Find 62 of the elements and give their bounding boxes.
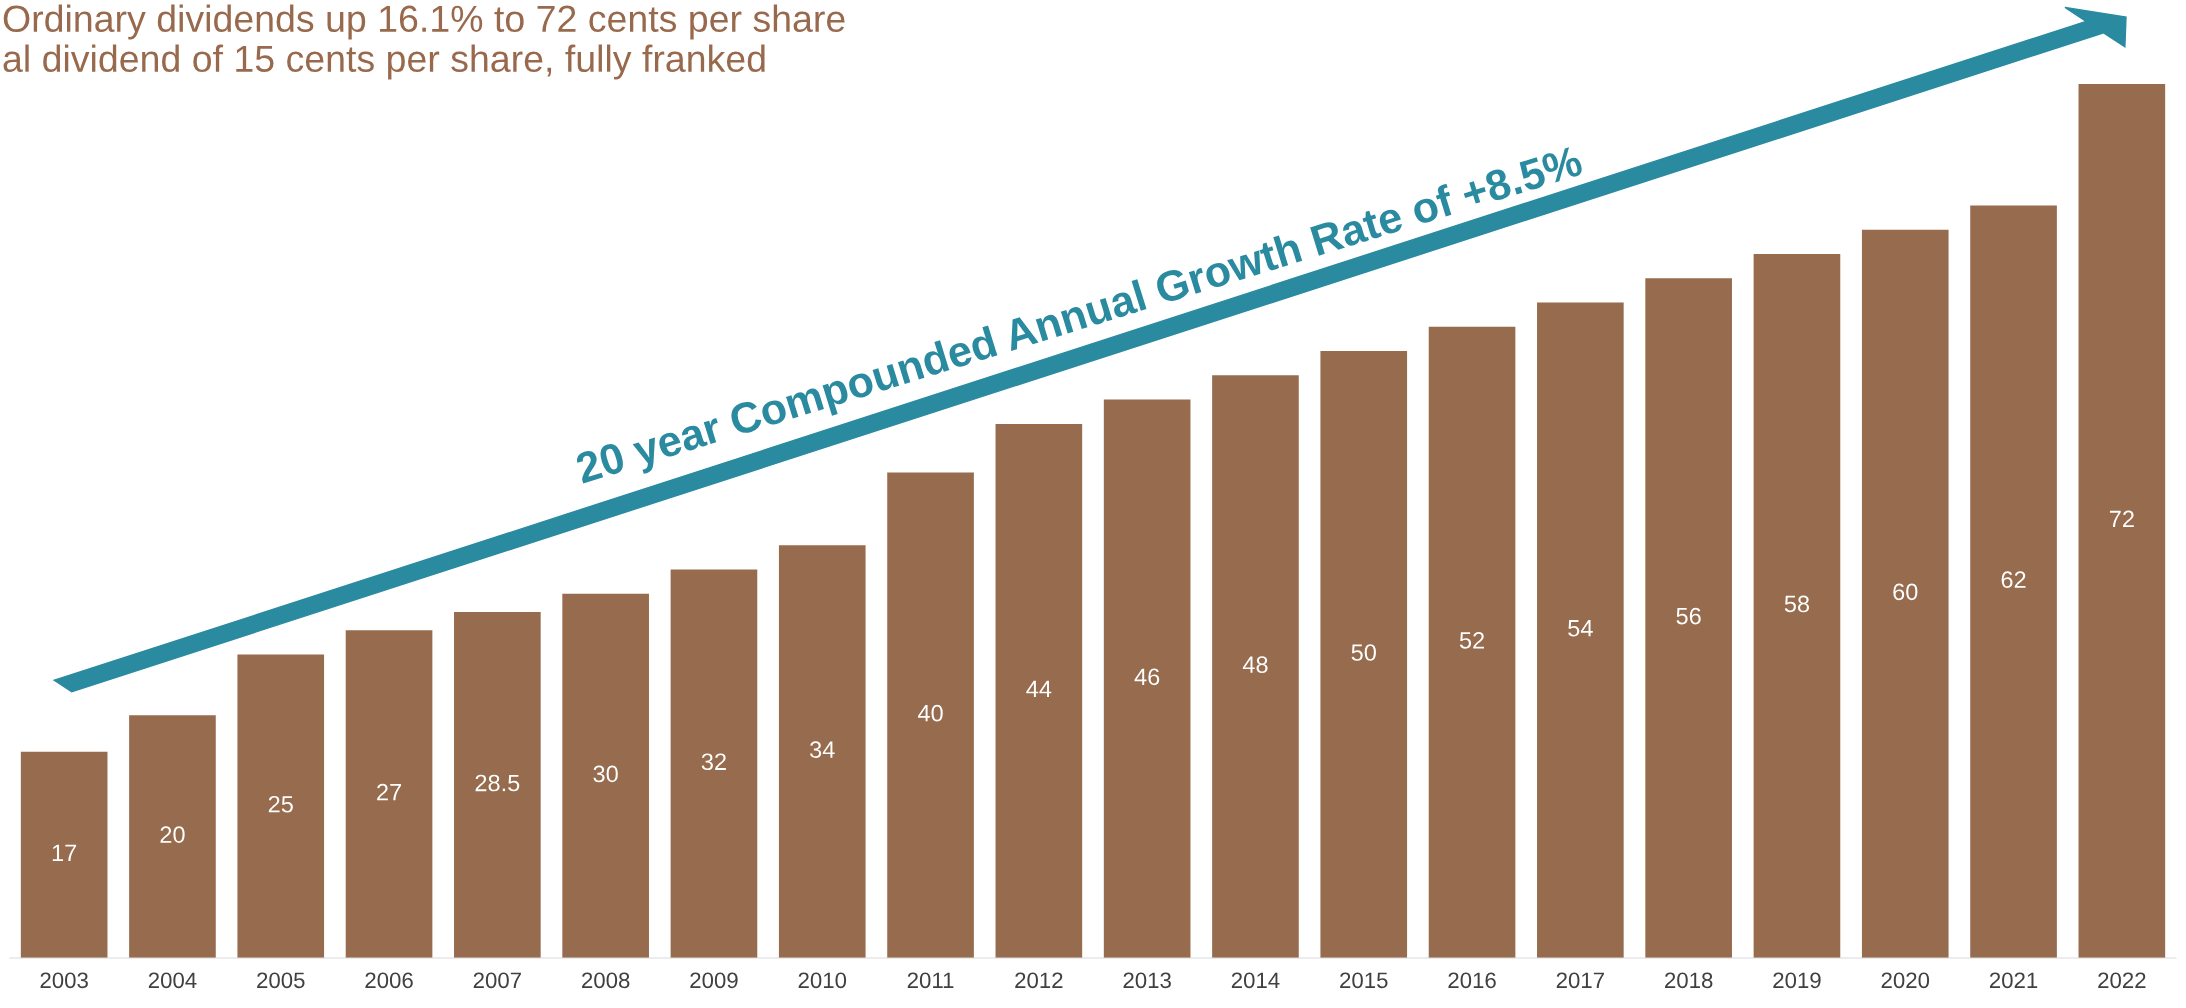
x-tick-label: 2015	[1340, 972, 1388, 989]
bar	[1645, 278, 1732, 958]
bar	[129, 715, 216, 958]
bar	[778, 545, 866, 958]
data-label: 20	[160, 826, 185, 843]
x-tick-label: 2018	[1665, 972, 1713, 989]
x-tick-label: 2008	[582, 972, 630, 989]
x-tick-label: 2003	[40, 972, 88, 989]
data-label: 48	[1242, 656, 1268, 673]
x-tick-label: 2016	[1448, 972, 1496, 989]
x-tick-label: 2011	[907, 972, 954, 989]
x-tick-label: 2005	[257, 972, 305, 989]
data-label: 56	[1676, 607, 1701, 625]
bar	[670, 569, 758, 958]
x-tick-label: 2009	[690, 972, 738, 989]
data-label: 40	[917, 704, 943, 722]
x-tick-label: 2017	[1556, 972, 1604, 989]
data-label: 62	[2001, 571, 2026, 589]
x-tick-label: 2006	[365, 972, 413, 989]
bar	[1970, 205, 2057, 958]
x-tick-label: 2007	[473, 972, 521, 989]
data-label: 30	[593, 765, 618, 783]
data-label: 46	[1134, 668, 1160, 686]
data-label: 32	[701, 753, 726, 771]
data-label: 54	[1568, 620, 1593, 637]
data-label: 17	[52, 844, 77, 861]
bar	[1320, 351, 1408, 958]
x-tick-label: 2010	[798, 972, 847, 989]
bar	[995, 423, 1083, 958]
bar	[1212, 375, 1299, 958]
data-label: 34	[810, 741, 835, 758]
bar	[454, 612, 541, 958]
data-label: 25	[268, 795, 293, 813]
bar	[1537, 302, 1624, 958]
bar	[1103, 399, 1191, 958]
x-tick-label: 2013	[1123, 972, 1171, 989]
bar	[20, 751, 108, 958]
x-tick-label: 2012	[1015, 972, 1063, 989]
data-label: 27	[377, 783, 401, 801]
bar	[1428, 326, 1516, 958]
data-label: 50	[1351, 644, 1376, 661]
bar	[562, 593, 649, 958]
chart-subtitle: al dividend of 15 cents per share, fully franked	[3, 44, 765, 80]
data-label: 60	[1893, 583, 1918, 601]
x-tick-label: 2020	[1881, 972, 1930, 989]
x-tick-label: 2021	[1989, 972, 2038, 989]
data-label: 52	[1459, 632, 1484, 649]
x-tick-label: 2014	[1231, 972, 1280, 989]
bar	[345, 630, 433, 958]
bar	[1861, 229, 1949, 958]
bar	[237, 654, 325, 958]
bar	[887, 472, 974, 958]
x-tick-label: 2019	[1773, 972, 1821, 989]
data-label: 72	[2109, 510, 2134, 528]
chart-title: Ordinary dividends up 16.1% to 72 cents per share	[3, 4, 845, 40]
data-label: 28.5	[475, 774, 520, 792]
data-label: 58	[1784, 595, 1810, 613]
bar	[1753, 253, 1841, 958]
x-tick-label: 2004	[148, 972, 197, 989]
bar	[2078, 84, 2166, 958]
data-label: 44	[1026, 680, 1052, 698]
x-tick-label: 2022	[2098, 972, 2146, 989]
